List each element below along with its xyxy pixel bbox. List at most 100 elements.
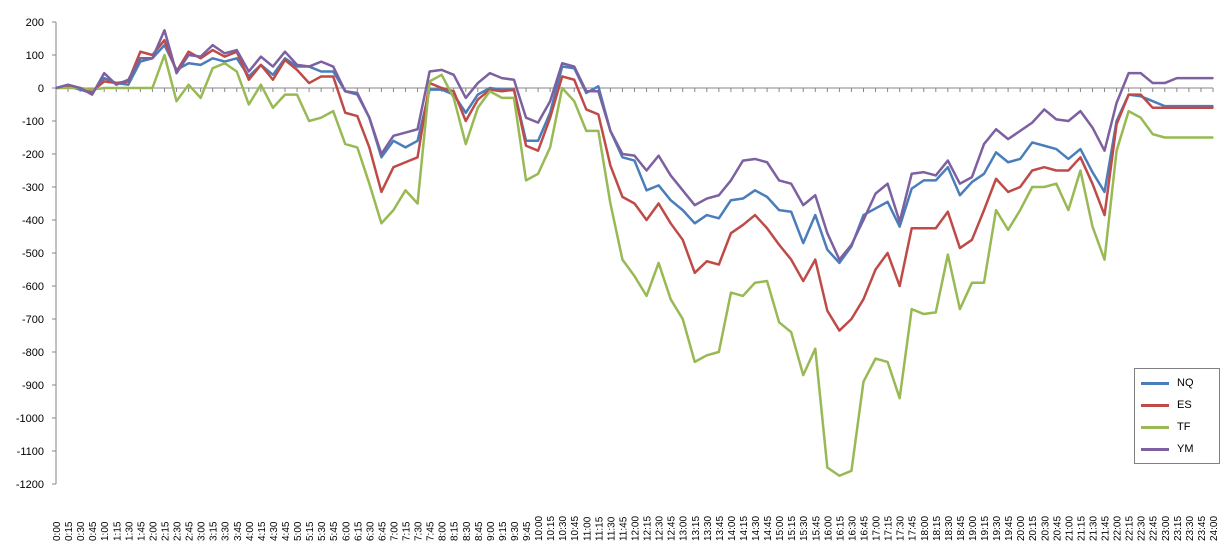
data-point-es	[995, 177, 997, 180]
data-point-tf	[332, 110, 335, 112]
data-point-ym	[151, 57, 154, 60]
data-point-ym	[1007, 138, 1009, 140]
data-point-tf	[284, 93, 286, 96]
data-point-ym	[573, 65, 576, 68]
x-tick-label: 2:45	[185, 521, 196, 541]
data-point-nq	[537, 140, 539, 142]
x-tick-label: 21:15	[1076, 516, 1087, 541]
data-point-nq	[1079, 148, 1082, 150]
x-tick-label: 8:45	[474, 521, 485, 541]
data-point-es	[862, 298, 865, 301]
x-tick-label: 5:45	[329, 521, 340, 541]
data-point-es	[248, 78, 250, 81]
x-tick-label: 11:30	[606, 516, 617, 541]
data-point-tf	[1043, 186, 1046, 188]
x-tick-label: 13:30	[703, 516, 714, 541]
data-point-es	[585, 108, 588, 111]
x-tick-label: 23:45	[1197, 516, 1208, 541]
data-point-es	[790, 258, 792, 261]
data-point-tf	[1127, 110, 1130, 112]
data-point-nq	[826, 248, 829, 251]
data-point-tf	[706, 354, 708, 357]
data-point-nq	[669, 199, 672, 201]
data-point-es	[163, 39, 166, 41]
x-tick-label: 1:30	[124, 521, 135, 541]
data-point-ym	[440, 69, 443, 71]
x-tick-label: 20:45	[1052, 516, 1063, 541]
data-point-nq	[284, 57, 286, 60]
x-tick-label: 4:30	[269, 521, 280, 541]
x-tick-label: 15:45	[811, 516, 822, 541]
data-point-ym	[561, 62, 563, 65]
data-point-tf	[380, 222, 383, 225]
data-point-es	[573, 78, 576, 81]
data-point-ym	[718, 194, 720, 197]
x-tick-label: 6:00	[341, 521, 352, 541]
data-point-es	[898, 285, 901, 287]
data-point-ym	[416, 128, 419, 131]
x-tick-label: 19:15	[980, 516, 991, 541]
data-point-es	[1212, 107, 1214, 109]
x-tick-label: 17:00	[872, 516, 883, 541]
data-point-tf	[103, 87, 106, 89]
x-tick-label: 13:00	[679, 516, 690, 541]
data-point-es	[597, 113, 600, 116]
series-ym	[55, 29, 1214, 261]
data-point-tf	[850, 470, 853, 472]
x-tick-label: 6:45	[377, 521, 388, 541]
legend-swatch-es	[1141, 404, 1169, 407]
x-tick-label: 4:45	[281, 521, 292, 541]
data-point-ym	[223, 52, 226, 55]
data-point-ym	[175, 72, 178, 74]
data-point-ym	[838, 258, 841, 261]
data-point-nq	[730, 199, 732, 201]
data-point-ym	[1115, 102, 1118, 104]
x-tick-label: 0:30	[76, 521, 87, 541]
data-point-es	[464, 120, 467, 122]
x-tick-label: 7:45	[426, 521, 437, 541]
data-point-tf	[356, 146, 359, 149]
data-point-nq	[392, 140, 395, 142]
data-point-ym	[1079, 110, 1082, 112]
data-point-ym	[874, 192, 877, 195]
x-tick-label: 17:15	[884, 516, 895, 541]
data-point-nq	[489, 87, 491, 89]
data-point-ym	[549, 100, 551, 102]
data-point-ym	[127, 78, 130, 81]
data-point-ym	[284, 50, 286, 53]
data-point-nq	[778, 209, 780, 211]
data-point-es	[380, 191, 383, 193]
data-point-nq	[235, 57, 238, 60]
data-point-nq	[1176, 105, 1178, 107]
legend-swatch-tf	[1141, 426, 1169, 429]
data-point-ym	[525, 116, 527, 119]
data-point-tf	[790, 331, 792, 334]
x-tick-label: 22:15	[1125, 516, 1136, 541]
data-point-nq	[886, 201, 889, 203]
data-point-ym	[464, 97, 467, 99]
data-point-nq	[898, 225, 901, 228]
x-tick-label: 3:30	[221, 521, 232, 541]
x-tick-label: 8:00	[438, 521, 449, 541]
data-point-tf	[440, 74, 443, 76]
data-point-nq	[1188, 105, 1190, 107]
x-tick-label: 4:00	[245, 521, 256, 541]
data-point-tf	[645, 295, 648, 297]
data-point-ym	[754, 158, 756, 160]
data-point-tf	[1055, 182, 1058, 185]
series-nq	[55, 43, 1214, 265]
data-point-ym	[248, 70, 250, 73]
data-point-tf	[549, 146, 551, 149]
data-point-nq	[464, 111, 467, 114]
data-point-tf	[151, 87, 154, 89]
data-point-ym	[1031, 121, 1034, 124]
data-point-ym	[669, 174, 672, 177]
x-tick-label: 12:45	[667, 516, 678, 541]
x-tick-label: 3:00	[197, 521, 208, 541]
data-point-es	[910, 227, 913, 230]
y-tick-label: -400	[22, 215, 44, 227]
data-point-es	[1127, 93, 1130, 96]
data-point-ym	[356, 92, 359, 94]
data-point-ym	[296, 64, 298, 66]
data-point-ym	[814, 194, 817, 197]
